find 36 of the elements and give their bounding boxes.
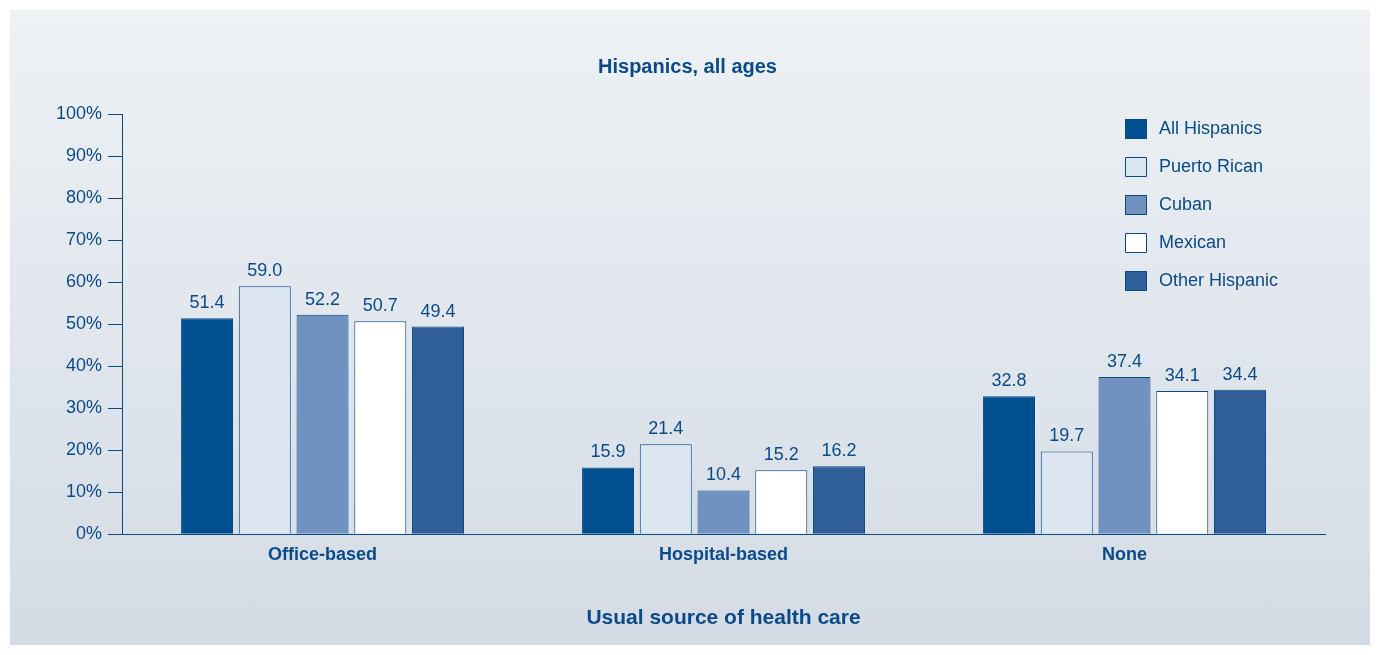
data-label: 49.4 <box>420 300 456 321</box>
data-label: 15.2 <box>763 444 799 465</box>
data-label: 34.1 <box>1164 364 1200 385</box>
y-tick-label: 0% <box>76 523 103 544</box>
data-label: 51.4 <box>189 292 225 313</box>
data-label: 15.9 <box>590 441 626 462</box>
y-tick-label: 30% <box>66 397 103 418</box>
data-label: 52.2 <box>305 288 341 309</box>
data-label: 34.4 <box>1222 363 1258 384</box>
data-label: 10.4 <box>706 464 742 485</box>
y-tick-label: 20% <box>66 439 103 460</box>
data-label: 37.4 <box>1106 351 1143 372</box>
chart-title: Hispanics, all ages <box>598 54 777 77</box>
x-axis-title: Usual source of health care <box>586 605 861 629</box>
legend-label: Cuban <box>1159 193 1213 214</box>
data-label: 16.2 <box>821 440 857 461</box>
x-tick-label: Office-based <box>268 543 378 564</box>
y-tick-label: 40% <box>66 355 103 376</box>
y-tick-label: 10% <box>66 481 103 502</box>
y-tick-label: 100% <box>55 102 103 123</box>
y-tick-label: 50% <box>66 313 103 334</box>
data-label: 21.4 <box>648 418 684 439</box>
data-label: 50.7 <box>362 295 398 316</box>
y-tick-label: 90% <box>66 144 103 165</box>
legend-label: Puerto Rican <box>1159 155 1264 176</box>
data-label: 19.7 <box>1049 425 1085 446</box>
y-tick-label: 70% <box>66 229 103 250</box>
legend-label: All Hispanics <box>1159 117 1263 138</box>
data-label: 32.8 <box>991 370 1027 391</box>
data-label: 59.0 <box>247 260 283 281</box>
y-tick-label: 60% <box>66 271 103 292</box>
x-tick-label: None <box>1102 543 1148 564</box>
x-tick-label: Hospital-based <box>659 543 789 564</box>
legend-label: Mexican <box>1159 231 1227 252</box>
legend-label: Other Hispanic <box>1159 269 1279 290</box>
y-tick-label: 80% <box>66 187 103 208</box>
